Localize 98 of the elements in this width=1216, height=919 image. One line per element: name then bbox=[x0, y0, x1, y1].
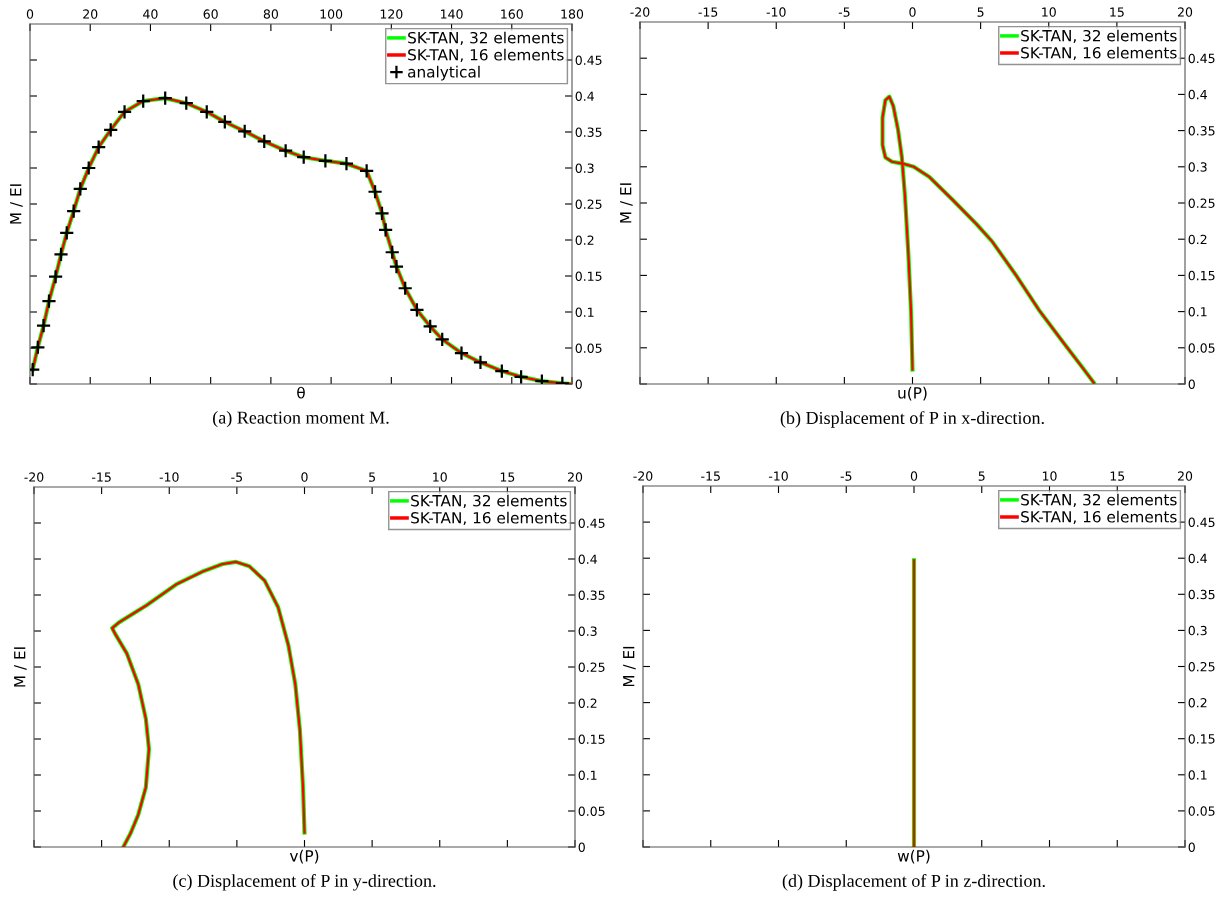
x-tick-label: 15 bbox=[1110, 471, 1125, 481]
y-axis-title: M / EI bbox=[620, 183, 633, 223]
y-axis-title: M / EI bbox=[10, 184, 23, 224]
legend-label: SK-TAN, 16 elements bbox=[408, 48, 564, 63]
y-tick-label: 0.25 bbox=[575, 199, 602, 209]
x-axis-title: u(P) bbox=[898, 386, 927, 401]
y-tick-label: 0.2 bbox=[575, 235, 594, 245]
legend-label: SK-TAN, 16 elements bbox=[411, 511, 567, 526]
x-tick-label: 40 bbox=[143, 9, 158, 19]
x-tick-label: -15 bbox=[701, 471, 720, 481]
legend-label: SK-TAN, 16 elements bbox=[1021, 510, 1177, 525]
y-tick-label: 0.3 bbox=[1188, 625, 1207, 636]
x-tick-label: -5 bbox=[231, 472, 243, 482]
y-tick-label: 0.15 bbox=[1188, 734, 1215, 744]
y-tick-label: 0.3 bbox=[575, 163, 594, 173]
y-tick-label: 0.15 bbox=[578, 734, 605, 744]
y-tick-label: 0.45 bbox=[575, 55, 602, 65]
y-tick-label: 0.05 bbox=[578, 806, 605, 816]
legend-label: SK-TAN, 32 elements bbox=[1021, 29, 1177, 44]
legend-label: SK-TAN, 32 elements bbox=[408, 31, 564, 46]
y-tick-label: 0.05 bbox=[1188, 806, 1215, 816]
y-tick-label: 0.4 bbox=[575, 91, 594, 101]
y-tick-label: 0.35 bbox=[578, 590, 605, 600]
y-tick-label: 0.2 bbox=[578, 698, 597, 708]
x-tick-label: 100 bbox=[320, 9, 343, 19]
y-tick-label: 0.35 bbox=[1188, 589, 1215, 600]
y-tick-label: 0 bbox=[1188, 842, 1195, 852]
y-tick-label: 0.1 bbox=[1188, 770, 1207, 780]
x-tick-label: 0 bbox=[909, 7, 916, 17]
legend-label: SK-TAN, 16 elements bbox=[1021, 46, 1177, 61]
y-tick-label: 0.3 bbox=[1188, 162, 1207, 172]
y-tick-label: 0.1 bbox=[1188, 307, 1207, 317]
x-tick-label: 15 bbox=[500, 472, 515, 482]
x-tick-label: -20 bbox=[633, 471, 653, 481]
x-tick-label: 80 bbox=[263, 9, 279, 19]
y-tick-label: 0.45 bbox=[1188, 517, 1215, 528]
y-tick-label: 0 bbox=[1188, 379, 1195, 389]
legend-label: SK-TAN, 32 elements bbox=[411, 494, 567, 509]
x-tick-label: 10 bbox=[1042, 7, 1056, 17]
x-tick-label: 0 bbox=[910, 471, 918, 481]
x-tick-label: 140 bbox=[441, 9, 463, 19]
y-axis-title: M / EI bbox=[623, 646, 636, 687]
y-tick-label: 0.25 bbox=[1188, 198, 1215, 208]
x-tick-label: 5 bbox=[978, 471, 985, 481]
y-tick-label: 0.45 bbox=[1188, 53, 1215, 64]
text: (d) Displacement of P in z-direction. bbox=[782, 874, 1045, 891]
y-tick-label: 0.05 bbox=[575, 343, 602, 353]
y-axis-title: M / EI bbox=[14, 647, 27, 687]
x-tick-label: -5 bbox=[838, 7, 850, 17]
y-tick-label: 0.25 bbox=[578, 662, 605, 672]
y-tick-label: 0.35 bbox=[575, 127, 602, 137]
y-tick-label: 0 bbox=[578, 842, 585, 852]
text: (c) Displacement of P in y-direction. bbox=[173, 874, 436, 891]
y-tick-label: 0.4 bbox=[1188, 553, 1207, 564]
y-tick-label: 0.4 bbox=[1188, 89, 1207, 100]
y-tick-label: 0.3 bbox=[578, 626, 597, 636]
x-tick-label: -10 bbox=[768, 471, 788, 481]
text: (b) Displacement of P in x-direction. bbox=[780, 411, 1044, 428]
x-tick-label: -15 bbox=[92, 472, 111, 482]
x-tick-label: 120 bbox=[380, 9, 403, 19]
x-tick-label: -10 bbox=[159, 472, 179, 482]
y-tick-label: 0.35 bbox=[1188, 126, 1215, 136]
x-tick-label: 0 bbox=[301, 472, 308, 482]
x-tick-label: 5 bbox=[369, 472, 376, 482]
y-tick-label: 0.15 bbox=[575, 271, 602, 281]
x-tick-label: 20 bbox=[1177, 471, 1193, 481]
x-axis-title: v(P) bbox=[289, 849, 319, 864]
x-tick-label: 0 bbox=[26, 9, 34, 19]
x-tick-label: 10 bbox=[433, 472, 447, 482]
y-tick-label: 0.45 bbox=[578, 518, 605, 528]
text: (a) Reaction moment M. bbox=[213, 411, 389, 428]
x-tick-label: 160 bbox=[501, 9, 523, 19]
x-axis-title: w(P) bbox=[897, 849, 930, 864]
x-axis-title: θ bbox=[297, 386, 305, 399]
x-tick-label: 20 bbox=[1177, 7, 1193, 17]
x-tick-label: -20 bbox=[24, 472, 44, 482]
x-tick-label: 20 bbox=[567, 472, 583, 482]
legend-label: analytical bbox=[408, 65, 480, 81]
y-tick-label: 0.2 bbox=[1188, 234, 1207, 245]
y-tick-label: 0 bbox=[575, 379, 582, 389]
x-tick-label: -20 bbox=[630, 7, 650, 17]
y-tick-label: 0.25 bbox=[1188, 661, 1215, 672]
y-tick-label: 0.1 bbox=[575, 307, 594, 317]
x-tick-label: -15 bbox=[698, 7, 718, 17]
y-tick-label: 0.4 bbox=[578, 554, 597, 564]
x-tick-label: 180 bbox=[561, 9, 584, 19]
y-tick-label: 0.2 bbox=[1188, 698, 1207, 708]
x-tick-label: 5 bbox=[977, 7, 984, 17]
x-tick-label: -5 bbox=[840, 471, 852, 481]
x-tick-label: -10 bbox=[766, 7, 786, 17]
y-tick-label: 0.15 bbox=[1188, 270, 1215, 281]
x-tick-label: 20 bbox=[83, 9, 98, 19]
x-tick-label: 60 bbox=[203, 9, 218, 19]
legend-label: SK-TAN, 32 elements bbox=[1021, 493, 1177, 508]
y-tick-label: 0.1 bbox=[578, 770, 597, 780]
y-tick-label: 0.05 bbox=[1188, 343, 1215, 353]
x-tick-label: 10 bbox=[1042, 471, 1057, 481]
x-tick-label: 15 bbox=[1110, 7, 1124, 17]
